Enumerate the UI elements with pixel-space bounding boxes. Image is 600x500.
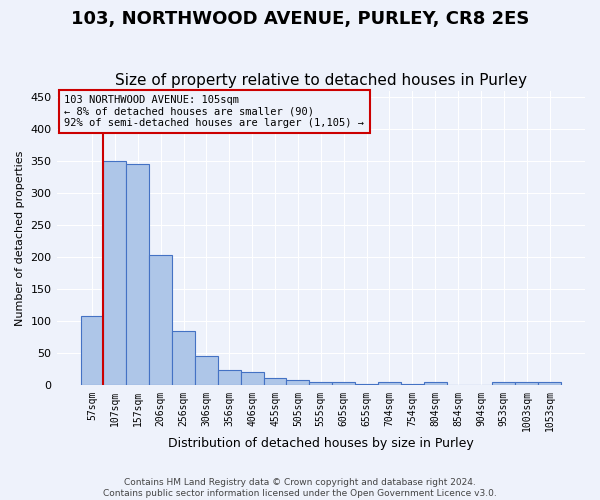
Bar [310,382,332,386]
Bar [172,331,195,386]
Text: 103, NORTHWOOD AVENUE, PURLEY, CR8 2ES: 103, NORTHWOOD AVENUE, PURLEY, CR8 2ES [71,10,529,28]
Bar [127,164,149,386]
Bar [286,380,310,386]
Bar [401,384,424,386]
Bar [332,382,355,386]
Bar [538,382,561,386]
Bar [80,316,103,386]
Bar [446,385,469,386]
Bar [218,370,241,386]
Bar [263,378,286,386]
Bar [469,385,493,386]
Bar [355,384,378,386]
Title: Size of property relative to detached houses in Purley: Size of property relative to detached ho… [115,73,527,88]
Bar [493,382,515,386]
Bar [424,382,446,386]
Bar [103,161,127,386]
Bar [149,256,172,386]
Text: 103 NORTHWOOD AVENUE: 105sqm
← 8% of detached houses are smaller (90)
92% of sem: 103 NORTHWOOD AVENUE: 105sqm ← 8% of det… [64,95,364,128]
Bar [378,382,401,386]
Bar [195,356,218,386]
Y-axis label: Number of detached properties: Number of detached properties [15,150,25,326]
Text: Contains HM Land Registry data © Crown copyright and database right 2024.
Contai: Contains HM Land Registry data © Crown c… [103,478,497,498]
Bar [241,372,263,386]
X-axis label: Distribution of detached houses by size in Purley: Distribution of detached houses by size … [168,437,473,450]
Bar [515,382,538,386]
